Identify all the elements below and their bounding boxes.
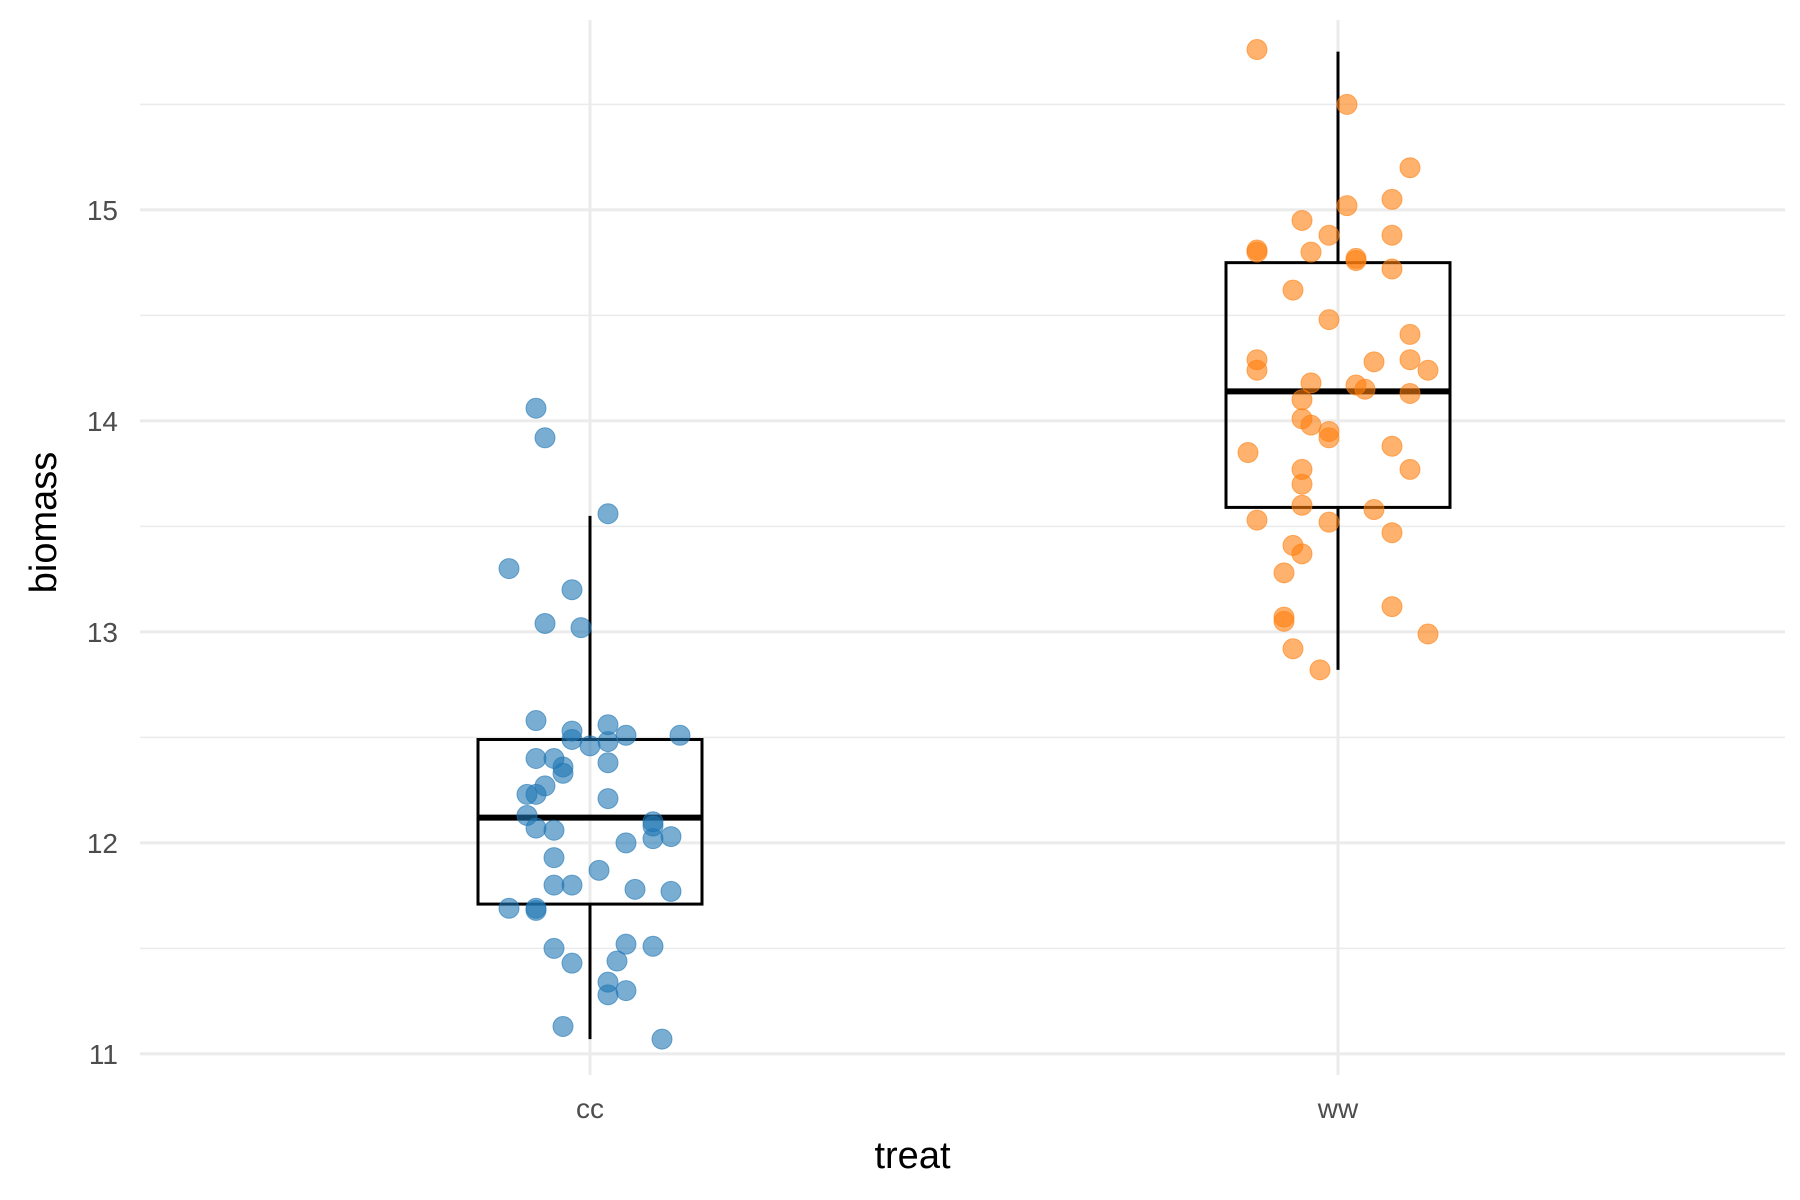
data-point-cc — [597, 984, 619, 1006]
data-point-cc — [615, 832, 637, 854]
data-point-cc — [588, 859, 610, 881]
data-point-ww — [1345, 250, 1367, 272]
data-point-cc — [660, 880, 682, 902]
data-point-cc — [498, 558, 520, 580]
data-point-cc — [543, 874, 565, 896]
data-point-cc — [561, 579, 583, 601]
y-axis-title: biomass — [23, 452, 65, 594]
data-point-cc — [534, 612, 556, 634]
data-point-ww — [1318, 427, 1340, 449]
data-point-cc — [669, 724, 691, 746]
data-point-ww — [1273, 610, 1295, 632]
data-point-ww — [1336, 195, 1358, 217]
data-point-cc — [525, 748, 547, 769]
data-point-cc — [543, 847, 565, 869]
data-point-cc — [561, 729, 583, 751]
data-point-cc — [651, 1028, 673, 1050]
data-point-cc — [597, 731, 619, 753]
data-point-ww — [1291, 209, 1313, 231]
data-point-cc — [597, 788, 619, 810]
data-point-cc — [543, 937, 565, 959]
data-point-cc — [543, 819, 565, 841]
data-point-ww — [1399, 157, 1421, 179]
data-point-cc — [525, 783, 547, 805]
data-point-ww — [1381, 522, 1403, 544]
data-point-ww — [1381, 224, 1403, 246]
y-tick-labels: 11 12 13 14 15 — [87, 195, 118, 1070]
data-point-cc — [525, 817, 547, 839]
y-tick-label: 15 — [87, 195, 118, 226]
data-point-ww — [1399, 323, 1421, 345]
data-point-ww — [1291, 543, 1313, 565]
data-point-ww — [1291, 473, 1313, 495]
data-point-cc — [525, 397, 547, 419]
data-point-ww — [1399, 458, 1421, 480]
y-tick-label: 14 — [87, 406, 118, 437]
data-point-ww — [1381, 258, 1403, 280]
data-point-cc — [642, 935, 664, 957]
data-point-ww — [1318, 511, 1340, 533]
data-point-ww — [1399, 382, 1421, 404]
data-point-cc — [579, 735, 601, 757]
x-tick-labels: cc ww — [576, 1093, 1359, 1124]
data-point-ww — [1291, 494, 1313, 516]
data-point-ww — [1309, 659, 1331, 681]
data-point-ww — [1363, 351, 1385, 373]
data-point-ww — [1246, 39, 1268, 61]
data-point-cc — [624, 878, 646, 900]
data-point-cc — [534, 427, 556, 449]
data-point-ww — [1300, 414, 1322, 436]
data-point-cc — [552, 762, 574, 784]
data-point-cc — [525, 710, 547, 732]
data-point-ww — [1336, 93, 1358, 115]
data-point-cc — [552, 1015, 574, 1037]
data-point-cc — [615, 724, 637, 746]
data-point-ww — [1300, 372, 1322, 394]
data-point-ww — [1417, 359, 1439, 381]
y-tick-label: 13 — [87, 617, 118, 648]
data-point-ww — [1282, 638, 1304, 660]
x-tick-label: cc — [576, 1093, 604, 1124]
data-point-ww — [1246, 359, 1268, 381]
data-point-cc — [498, 897, 520, 919]
data-point-ww — [1381, 596, 1403, 618]
box-ww — [1224, 261, 1452, 509]
data-point-ww — [1417, 623, 1439, 645]
data-point-ww — [1237, 442, 1259, 464]
data-point-cc — [570, 617, 592, 639]
data-point-cc — [597, 503, 619, 525]
data-point-ww — [1318, 309, 1340, 331]
data-point-ww — [1246, 241, 1268, 263]
data-point-cc — [561, 874, 583, 896]
data-point-ww — [1291, 389, 1313, 411]
data-point-cc — [615, 933, 637, 955]
data-point-ww — [1300, 241, 1322, 263]
data-point-cc — [660, 826, 682, 848]
data-point-cc — [606, 950, 628, 972]
x-axis-title: treat — [874, 1135, 950, 1177]
data-point-cc — [561, 952, 583, 974]
data-point-ww — [1354, 378, 1376, 400]
data-point-ww — [1399, 349, 1421, 371]
data-point-ww — [1381, 435, 1403, 457]
data-point-ww — [1318, 224, 1340, 246]
data-point-cc — [597, 752, 619, 774]
data-point-cc — [525, 897, 547, 919]
data-point-cc — [642, 828, 664, 850]
data-point-ww — [1282, 279, 1304, 301]
data-point-ww — [1273, 562, 1295, 584]
grid-lines — [140, 20, 1785, 1075]
data-point-cc — [615, 980, 637, 1002]
data-point-ww — [1381, 188, 1403, 210]
point-layer — [498, 39, 1439, 1050]
y-tick-label: 12 — [87, 828, 118, 859]
y-tick-label: 11 — [89, 1039, 118, 1070]
data-point-ww — [1363, 499, 1385, 521]
x-tick-label: ww — [1317, 1093, 1359, 1124]
data-point-ww — [1246, 509, 1268, 531]
